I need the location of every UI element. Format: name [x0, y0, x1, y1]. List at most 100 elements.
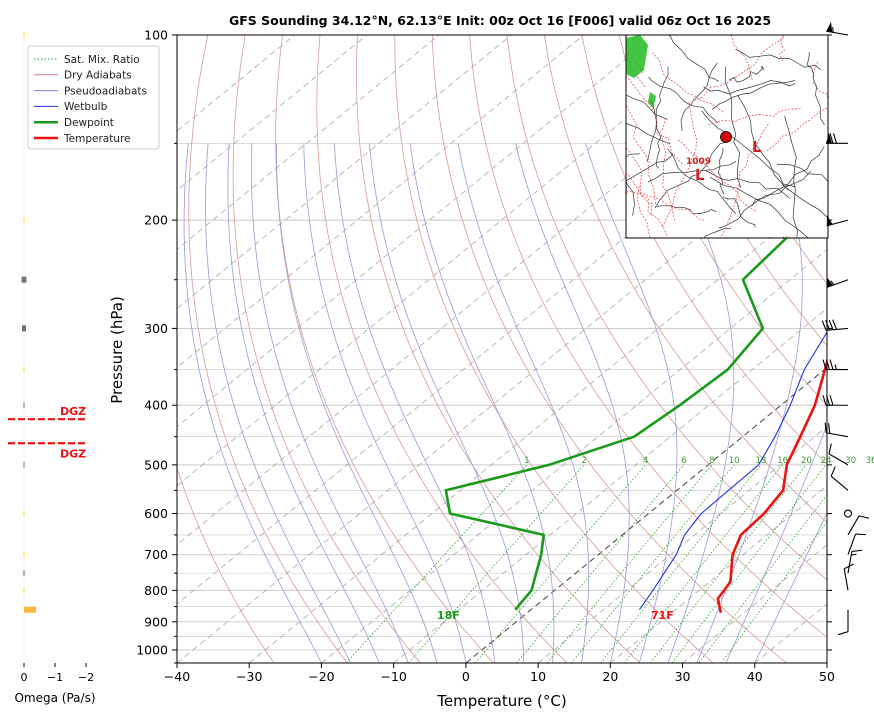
- barb-staff: [826, 327, 849, 331]
- dry-adiabat: [188, 35, 348, 663]
- omega-bar: [23, 551, 25, 558]
- map-isobar: [652, 52, 724, 112]
- background-lines: [177, 35, 827, 663]
- wind-barb: [830, 466, 849, 491]
- y-tick-label: 600: [144, 506, 168, 521]
- map-isobar: [677, 139, 756, 212]
- wind-barb: [828, 443, 849, 466]
- dgz-label: DGZ: [60, 447, 86, 460]
- map-border-line: [648, 99, 662, 169]
- pseudoadiabat: [515, 143, 630, 663]
- isotherm: [321, 248, 827, 663]
- omega-axis-label: Omega (Pa/s): [14, 691, 95, 705]
- wind-barb: [826, 21, 849, 36]
- barb-flag: [826, 215, 833, 226]
- map-isobar: [769, 235, 792, 238]
- wind-barb: [826, 133, 848, 144]
- omega-tick-label: −1: [47, 671, 63, 684]
- map-border-line: [626, 154, 674, 181]
- x-tick-label: −30: [236, 669, 262, 684]
- barb-flag: [826, 21, 833, 33]
- mixing-ratio-label: 1: [524, 456, 529, 466]
- x-tick-label: 10: [530, 669, 546, 684]
- mixing-ratio-label: 30: [845, 456, 856, 466]
- dry-adiabat: [275, 35, 494, 663]
- barb-staff: [828, 453, 849, 466]
- legend-label: Dewpoint: [64, 117, 114, 129]
- wind-barb: [822, 359, 848, 371]
- map-border-line: [703, 227, 731, 238]
- map-border-line: [777, 164, 828, 182]
- isotherm: [177, 71, 827, 605]
- barb-full: [828, 443, 832, 454]
- map-isobar: [626, 183, 705, 221]
- map-border-line: [709, 176, 809, 238]
- mixing-ratio-label: 4: [643, 456, 648, 466]
- mixing-ratio-label: 20: [801, 456, 812, 466]
- map-isobar: [730, 35, 753, 80]
- barb-staff: [847, 533, 857, 555]
- pseudoadiabat: [251, 143, 409, 663]
- map-precip-area: [626, 35, 648, 78]
- pseudoadiabat: [696, 143, 803, 663]
- map-border-line: [648, 76, 719, 123]
- mixing-ratio-label: 2: [582, 456, 587, 466]
- mixing-ratio-line: [698, 494, 827, 663]
- barb-full: [828, 319, 834, 330]
- map-isobar: [778, 35, 785, 62]
- mixing-ratio-line: [671, 464, 827, 663]
- y-tick-label: 800: [144, 583, 168, 598]
- omega-panel: 0 −1 −2: [21, 32, 94, 684]
- omega-bar: [22, 570, 26, 577]
- omega-tick-label: −2: [78, 671, 94, 684]
- wind-barb: [826, 215, 849, 227]
- pseudoadiabat: [303, 143, 467, 663]
- legend: Sat. Mix. Ratio Dry Adiabats Pseudoadiabat…: [27, 45, 160, 150]
- pseudoadiabat: [585, 143, 678, 663]
- dry-adiabat: [316, 35, 568, 663]
- barb-staff: [847, 551, 853, 574]
- surface-dewpoint-label: 18F: [437, 609, 460, 622]
- y-tick-label: 1000: [136, 642, 168, 657]
- mixing-ratio-line: [546, 464, 713, 663]
- barb-full: [851, 549, 863, 553]
- map-border-line: [626, 94, 668, 120]
- omega-bar: [23, 217, 25, 224]
- map-isobar: [660, 117, 675, 221]
- wind-barb-calm: [843, 509, 853, 518]
- map-border-line: [712, 80, 796, 110]
- barb-full: [825, 395, 831, 406]
- barb-flag: [826, 133, 832, 144]
- dgz-markers: DGZ DGZ: [8, 405, 86, 460]
- dry-adiabat: [618, 35, 827, 406]
- isotherm: [177, 35, 729, 487]
- omega-bar: [23, 366, 25, 373]
- map-isobar: [661, 107, 697, 227]
- y-axis-label: Pressure (hPa): [108, 296, 126, 404]
- omega-bar: [23, 402, 25, 409]
- legend-label: Sat. Mix. Ratio: [64, 54, 140, 66]
- mixing-ratio-label: 36: [866, 456, 874, 466]
- legend-label: Pseudoadiabats: [64, 85, 147, 97]
- map-border-line: [647, 161, 737, 183]
- legend-label: Dry Adiabats: [64, 70, 132, 82]
- map-location-marker: [720, 131, 732, 143]
- legend-label: Temperature: [63, 133, 131, 145]
- x-tick-label: −20: [308, 669, 334, 684]
- barb-full: [829, 133, 834, 144]
- barb-half: [832, 27, 834, 33]
- pseudoadiabat: [725, 423, 827, 663]
- barb-half: [830, 280, 835, 286]
- map-low-label: L: [752, 138, 762, 156]
- dry-adiabat: [232, 35, 421, 663]
- wind-barb: [843, 563, 854, 591]
- map-border-line: [667, 148, 737, 215]
- barb-full: [824, 422, 827, 433]
- surface-temperature-label: 71F: [651, 609, 674, 622]
- mixing-ratio-label: 24: [821, 456, 832, 466]
- map-isobar: [686, 35, 786, 106]
- dry-adiabat: [431, 35, 787, 663]
- map-isobar: [626, 75, 683, 165]
- mixing-ratio-line: [408, 464, 585, 663]
